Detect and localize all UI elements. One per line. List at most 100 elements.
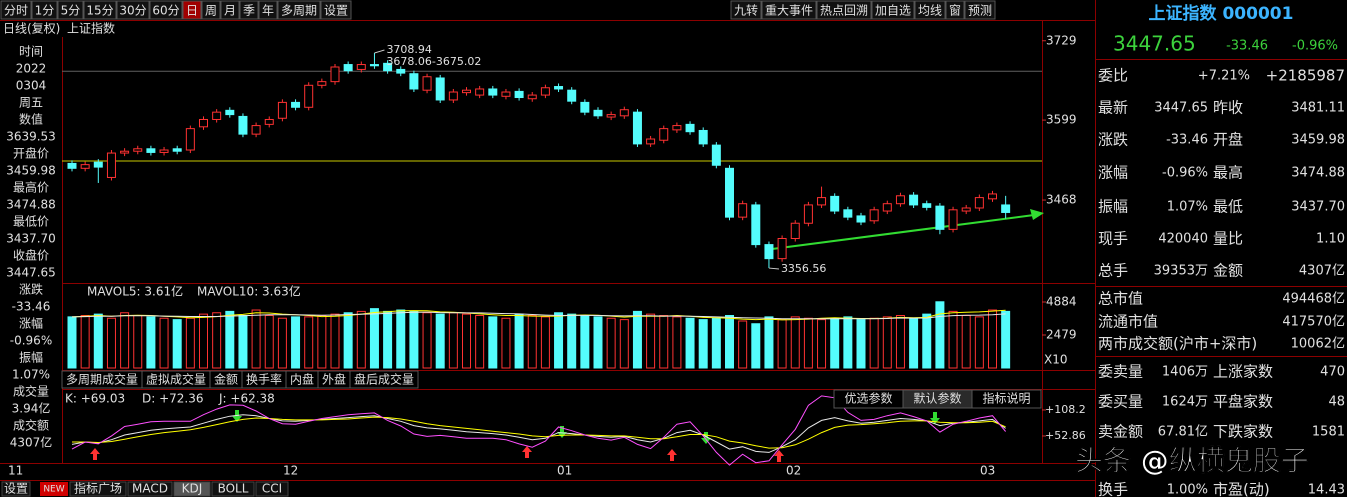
bottom-tab-bg[interactable]	[255, 481, 289, 497]
candle-body	[369, 64, 379, 67]
quote-value: -0.96%	[1162, 166, 1208, 181]
quote-value: 3481.11	[1291, 101, 1345, 116]
bottom-tab-bg[interactable]	[1, 481, 31, 497]
bottom-tab[interactable]: 指标广场	[74, 481, 122, 496]
toolbar-button[interactable]: 重大事件	[765, 4, 813, 18]
bottom-tab[interactable]: CCI	[262, 482, 282, 496]
toolbar-button-bg[interactable]	[220, 0, 240, 20]
indicator-tab-bg[interactable]	[349, 370, 419, 389]
bottom-tab[interactable]: KDJ	[182, 482, 203, 496]
x-tick-label: 12	[283, 464, 298, 478]
info-item: 最高价	[13, 180, 49, 195]
toolbar-button-bg[interactable]	[761, 0, 817, 20]
toolbar-button-bg[interactable]	[871, 0, 915, 20]
candle-body	[304, 84, 314, 108]
bottom-tab-bg[interactable]	[40, 482, 68, 496]
legend-entry: MAVOL10: 3.63亿	[197, 284, 301, 299]
bottom-tab-bg[interactable]	[69, 481, 127, 497]
toolbar-button[interactable]: 预测	[968, 4, 992, 18]
toolbar-button-bg[interactable]	[201, 0, 221, 20]
candle-body	[172, 148, 182, 152]
toolbar-button-bg[interactable]	[182, 0, 202, 20]
toolbar-button[interactable]: 窗	[949, 4, 961, 18]
toolbar-button-bg[interactable]	[116, 0, 150, 20]
toolbar-button[interactable]: 年	[262, 4, 274, 18]
toolbar-button[interactable]: 1分	[35, 4, 55, 18]
param-button[interactable]: 指标说明	[982, 391, 1030, 406]
volume-bar	[133, 315, 143, 369]
bottom-tab[interactable]: BOLL	[218, 482, 249, 496]
toolbar-button-bg[interactable]	[320, 0, 352, 20]
toolbar-button-bg[interactable]	[239, 0, 259, 20]
param-button[interactable]: 默认参数	[913, 391, 961, 406]
toolbar-button[interactable]: 30分	[119, 4, 146, 18]
param-button[interactable]: 优选参数	[844, 391, 892, 406]
bottom-tab-bg[interactable]	[173, 481, 211, 497]
volume-bar	[935, 301, 945, 369]
indicator-tab[interactable]: 内盘	[290, 372, 314, 387]
indicator-tab[interactable]: 金额	[214, 372, 238, 387]
toolbar-button[interactable]: 加自选	[875, 4, 911, 18]
toolbar-button[interactable]: 分时	[4, 4, 28, 18]
volume-bar	[369, 308, 379, 369]
indicator-tab[interactable]: 盘后成交量	[354, 372, 414, 387]
toolbar-button[interactable]: 5分	[61, 4, 81, 18]
toolbar-button[interactable]: 热点回溯	[820, 3, 868, 18]
param-button-bg[interactable]	[971, 389, 1042, 409]
toolbar-button-bg[interactable]	[914, 0, 946, 20]
toolbar-button-bg[interactable]	[57, 0, 84, 20]
toolbar-button[interactable]: 60分	[152, 4, 179, 18]
candle-body	[882, 203, 892, 212]
volume-bar	[540, 316, 550, 369]
toolbar-button[interactable]: 日	[186, 4, 198, 18]
toolbar-button-bg[interactable]	[0, 0, 32, 20]
toolbar-button-bg[interactable]	[149, 0, 183, 20]
candle-body	[251, 125, 261, 135]
toolbar-button-bg[interactable]	[730, 0, 762, 20]
bottom-tab-bg[interactable]	[127, 481, 173, 497]
volume-bar	[843, 316, 853, 369]
bottom-tab[interactable]: NEW	[43, 485, 64, 495]
candle-body	[685, 123, 695, 133]
info-item: 时间	[19, 45, 43, 59]
toolbar-button-bg[interactable]	[945, 0, 965, 20]
volume-bar	[106, 317, 116, 369]
toolbar-button-bg[interactable]	[83, 0, 117, 20]
toolbar-button[interactable]: 均线	[918, 4, 942, 18]
indicator-tab[interactable]: 换手率	[246, 372, 282, 387]
toolbar-button[interactable]: 周	[205, 4, 217, 18]
toolbar-button-bg[interactable]	[816, 0, 872, 20]
toolbar-button[interactable]: 设置	[324, 4, 348, 18]
toolbar-button-bg[interactable]	[964, 0, 996, 20]
toolbar-button-bg[interactable]	[31, 0, 58, 20]
indicator-tab[interactable]: 多周期成交量	[66, 372, 138, 387]
quote-label: 涨跌	[1098, 131, 1128, 149]
toolbar-button[interactable]: 多周期	[281, 4, 317, 18]
y-tick-label: 4884	[1046, 295, 1077, 309]
volume-bar	[383, 310, 393, 369]
bottom-tab[interactable]: 设置	[4, 482, 28, 496]
toolbar-button[interactable]: 季	[243, 4, 255, 18]
low-annotation: 3356.56	[781, 262, 827, 275]
indicator-tab[interactable]: 外盘	[322, 372, 346, 387]
quote-value: 494468亿	[1282, 292, 1345, 307]
candle-body	[777, 237, 787, 260]
toolbar-button-bg[interactable]	[277, 0, 321, 20]
candle-body	[343, 64, 353, 72]
indicator-tab[interactable]: 虚拟成交量	[146, 372, 206, 387]
bottom-tab-bg[interactable]	[211, 481, 255, 497]
toolbar-button[interactable]: 九转	[734, 3, 758, 18]
info-item: 3474.88	[6, 198, 56, 212]
toolbar-button-bg[interactable]	[258, 0, 278, 20]
quote-pct: -0.96%	[1292, 39, 1338, 54]
volume-bar	[291, 316, 301, 369]
toolbar-button[interactable]: 15分	[86, 4, 113, 18]
toolbar-button[interactable]: 月	[224, 4, 236, 18]
high-annotation: 3708.94	[386, 43, 432, 56]
quote-label: 振幅	[1098, 198, 1128, 216]
bottom-tab[interactable]: MACD	[132, 482, 168, 496]
y-tick-label: 3599	[1046, 113, 1077, 127]
x-tick-label: 11	[8, 464, 23, 478]
volume-bar	[909, 317, 919, 369]
